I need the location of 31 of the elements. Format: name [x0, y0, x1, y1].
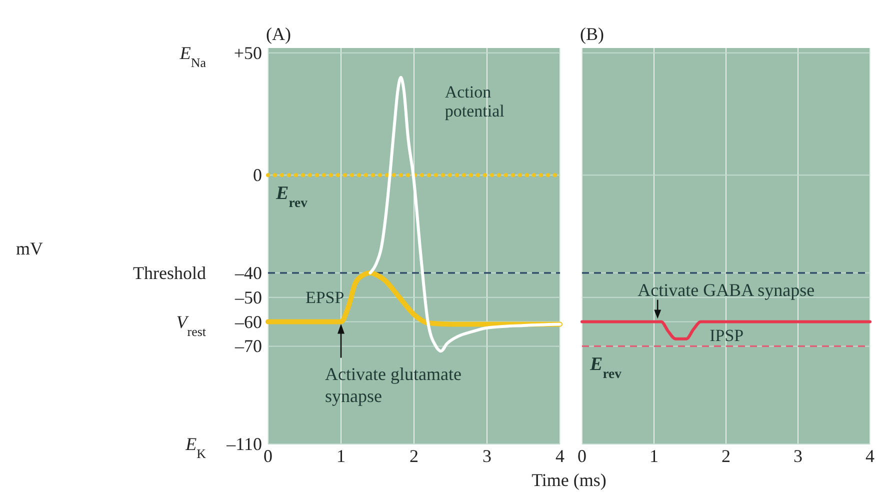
chart-title: (B)	[580, 24, 604, 44]
x-tick-label: 4	[866, 446, 874, 466]
text: E$_{K}$	[184, 434, 207, 460]
y-tick-label: –40	[234, 262, 262, 283]
chart-title: (A)	[266, 24, 291, 44]
text: Threshold	[133, 262, 206, 283]
x-axis-title: Time (ms)	[532, 470, 606, 490]
annotation: Activate GABA synapse	[638, 280, 815, 300]
series-label: EPSP	[305, 288, 344, 307]
y-tick-label: 0	[253, 165, 262, 186]
ref-line-label: E$_{rev}$	[589, 354, 622, 381]
x-tick-label: 0	[578, 446, 586, 466]
y-tick-label: +50	[234, 42, 262, 63]
y-tick-label: –60	[234, 312, 262, 332]
x-tick-label: 2	[410, 446, 418, 466]
x-tick-label: 2	[722, 446, 730, 466]
y-axis-title: mV	[16, 238, 43, 258]
series-label: IPSP	[710, 326, 744, 345]
text: Action potential	[444, 82, 505, 120]
x-tick-label: 3	[482, 446, 492, 466]
text: V$_{rest}$	[176, 312, 206, 338]
x-tick-label: 3	[794, 446, 802, 466]
y-tick-label: –70	[234, 336, 262, 356]
x-tick-label: 1	[336, 446, 346, 466]
y-tick-label: –110	[226, 434, 262, 454]
annotation: Activate glutamate synapse	[325, 364, 462, 406]
x-tick-label: 1	[650, 446, 658, 466]
text: E$_{Na}$	[178, 42, 206, 70]
ref-line-label: E$_{rev}$	[275, 183, 308, 210]
x-tick-label: 4	[556, 446, 564, 466]
y-tick-label: –50	[234, 287, 262, 308]
